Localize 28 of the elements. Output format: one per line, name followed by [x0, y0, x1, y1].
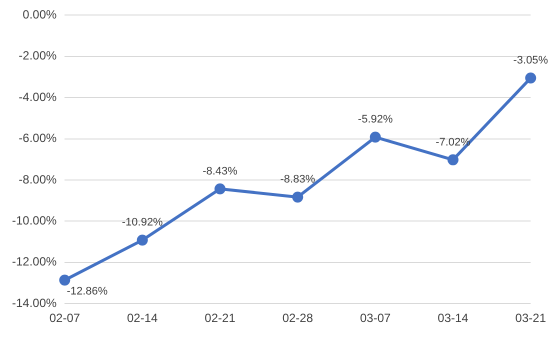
y-tick-label: -2.00%	[18, 48, 58, 63]
point	[214, 183, 226, 194]
y-tick-label: 0.00%	[22, 8, 58, 22]
data-label: -8.43%	[202, 165, 238, 178]
x-tick-label: 03-07	[360, 311, 391, 326]
x-tick-label: 02-21	[204, 311, 236, 326]
y-tick-label: -8.00%	[18, 172, 58, 186]
y-tick-label: -14.00%	[12, 296, 58, 310]
data-label: -5.92%	[358, 114, 393, 126]
point	[292, 192, 304, 203]
point	[370, 132, 381, 143]
point	[447, 154, 458, 166]
point	[525, 72, 536, 84]
x-tick-label: 02-07	[49, 311, 80, 326]
point	[59, 274, 70, 286]
data-label: -8.83%	[280, 174, 316, 186]
x-tick-label: 02-28	[282, 311, 314, 326]
data-label: -10.92%	[122, 216, 164, 229]
x-tick-label: 02-14	[127, 311, 158, 326]
data-label: -12.86%	[66, 286, 108, 298]
y-tick-label: -6.00%	[18, 131, 58, 146]
data-label: -3.05%	[513, 54, 548, 67]
x-tick-label: 03-21	[515, 311, 546, 326]
y-tick-label: -10.00%	[12, 214, 58, 228]
y-tick-label: -4.00%	[18, 90, 58, 104]
x-tick-label: 03-14	[438, 311, 469, 326]
point	[136, 234, 148, 246]
y-tick-label: -12.00%	[12, 254, 58, 269]
